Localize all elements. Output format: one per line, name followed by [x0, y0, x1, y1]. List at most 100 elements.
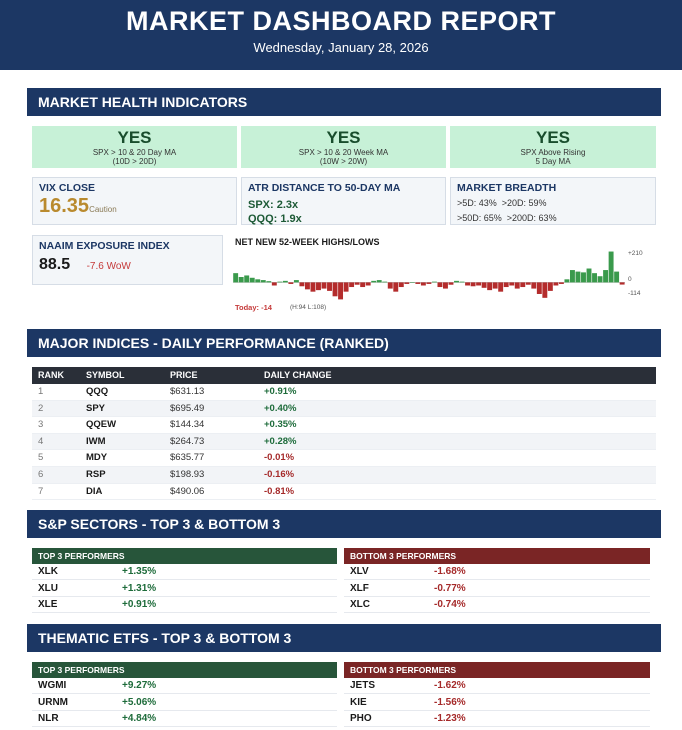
change-cell: -0.16% [264, 469, 295, 480]
thematic-bottom-header: BOTTOM 3 PERFORMERS [344, 662, 650, 678]
list-item: URNM +5.06% [32, 695, 337, 711]
highs-lows-today: Today: -14 [235, 303, 272, 312]
rank-cell: 6 [38, 469, 44, 480]
rank-cell: 3 [38, 419, 44, 431]
symbol-label: URNM [38, 696, 68, 708]
atr-qqq: QQQ: 1.9x [248, 213, 302, 225]
axis-label-bottom: -114 [628, 290, 641, 297]
chart-bar [608, 251, 614, 283]
chart-bar [476, 282, 482, 286]
chart-bar [448, 282, 454, 285]
chart-bar [454, 280, 459, 283]
chart-bar [465, 282, 471, 286]
indicator-desc: (10W > 20W) [319, 157, 368, 166]
indicator-value: YES [326, 128, 361, 147]
indicator-value: YES [117, 128, 152, 147]
chart-bar [619, 282, 625, 285]
vix-box: VIX CLOSE 16.35Caution [32, 177, 237, 225]
chart-bar [525, 282, 531, 285]
list-item: XLU +1.31% [32, 581, 337, 597]
symbol-label: XLU [38, 582, 58, 594]
chart-bar [349, 282, 355, 288]
chart-bar [299, 282, 305, 287]
highs-lows-title: NET NEW 52-WEEK HIGHS/LOWS [235, 237, 380, 247]
chart-bar [354, 282, 360, 285]
change-value: +1.35% [122, 566, 157, 577]
indicator-weekly-ma: YES SPX > 10 & 20 Week MA (10W > 20W) [241, 126, 446, 168]
chart-bar [564, 279, 570, 283]
sectors-top-header: TOP 3 PERFORMERS [32, 548, 337, 564]
indicator-desc: (10D > 20D) [112, 157, 157, 166]
list-item: XLV -1.68% [344, 564, 650, 580]
indicator-rising-5day: YES SPX Above Rising 5 Day MA [450, 126, 656, 168]
chart-bar [553, 282, 559, 286]
chart-bar [592, 273, 597, 283]
breadth-box: MARKET BREADTH >5D: 43% >20D: 59% >50D: … [450, 177, 656, 225]
price-cell: $264.73 [170, 435, 205, 447]
chart-bar [420, 282, 426, 286]
chart-bar [244, 275, 250, 283]
report-header: MARKET DASHBOARD REPORT Wednesday, Janua… [0, 0, 682, 70]
breadth-long: >50D: 65% >200D: 63% [457, 213, 557, 223]
chart-bar [249, 277, 255, 283]
chart-bar [393, 282, 399, 292]
chart-bar [569, 270, 575, 283]
chart-bar [542, 282, 548, 298]
symbol-label: KIE [350, 696, 367, 708]
symbol-label: JETS [350, 680, 376, 691]
table-row: 5 MDY $635.77 -0.01% [32, 450, 656, 467]
indicator-daily-ma: YES SPX > 10 & 20 Day MA (10D > 20D) [32, 126, 237, 168]
change-value: -1.56% [434, 696, 466, 708]
price-cell: $695.49 [170, 402, 205, 414]
symbol-label: XLE [38, 599, 58, 610]
change-value: +5.06% [122, 696, 157, 708]
change-value: -1.23% [434, 713, 466, 724]
chart-bar [581, 272, 586, 283]
chart-bar [614, 271, 620, 283]
change-cell: +0.40% [264, 402, 297, 414]
chart-bar [547, 282, 553, 291]
change-value: -0.77% [434, 582, 466, 594]
chart-bar [260, 280, 266, 283]
symbol-label: NLR [38, 713, 59, 724]
symbol-cell: MDY [86, 452, 108, 464]
axis-label-zero: 0 [628, 276, 632, 283]
symbol-cell: QQQ [86, 386, 109, 397]
indicator-desc: SPX > 10 & 20 Day MA [92, 148, 177, 157]
atr-box: ATR DISTANCE TO 50-DAY MA SPX: 2.3x QQQ:… [241, 177, 446, 225]
indicator-desc: SPX > 10 & 20 Week MA [298, 148, 389, 157]
chart-bar [404, 282, 410, 284]
table-row: 6 RSP $198.93 -0.16% [32, 467, 656, 484]
list-item: KIE -1.56% [344, 695, 650, 711]
change-value: -0.74% [434, 599, 466, 610]
change-value: +0.91% [122, 599, 157, 610]
change-value: +1.31% [122, 582, 157, 594]
chart-bar [487, 282, 493, 291]
chart-bar [597, 276, 603, 283]
chart-bar [443, 282, 448, 289]
chart-bar [360, 282, 366, 288]
chart-bar [409, 282, 415, 283]
chart-bar [575, 271, 581, 283]
chart-bar [503, 282, 509, 288]
rank-cell: 1 [38, 386, 44, 397]
atr-label: ATR DISTANCE TO 50-DAY MA [248, 182, 401, 194]
thematic-top-header: TOP 3 PERFORMERS [32, 662, 337, 678]
table-row: 3 QQEW $144.34 +0.35% [32, 417, 656, 434]
price-cell: $631.13 [170, 386, 205, 397]
symbol-cell: IWM [86, 435, 106, 447]
chart-bar [332, 282, 338, 297]
change-cell: +0.28% [264, 435, 297, 447]
chart-bar [415, 282, 421, 284]
naaim-value: 88.5 [39, 256, 71, 273]
breadth-short: >5D: 43% >20D: 59% [457, 198, 547, 208]
rank-cell: 4 [38, 435, 44, 447]
chart-bar [586, 268, 592, 283]
chart-bar [365, 282, 371, 286]
chart-bar [338, 282, 344, 300]
indicator-desc: 5 Day MA [535, 157, 571, 166]
chart-bar [255, 279, 261, 283]
change-value: -1.62% [434, 680, 466, 691]
report-title: MARKET DASHBOARD REPORT [126, 6, 556, 36]
change-cell: -0.01% [264, 452, 295, 464]
